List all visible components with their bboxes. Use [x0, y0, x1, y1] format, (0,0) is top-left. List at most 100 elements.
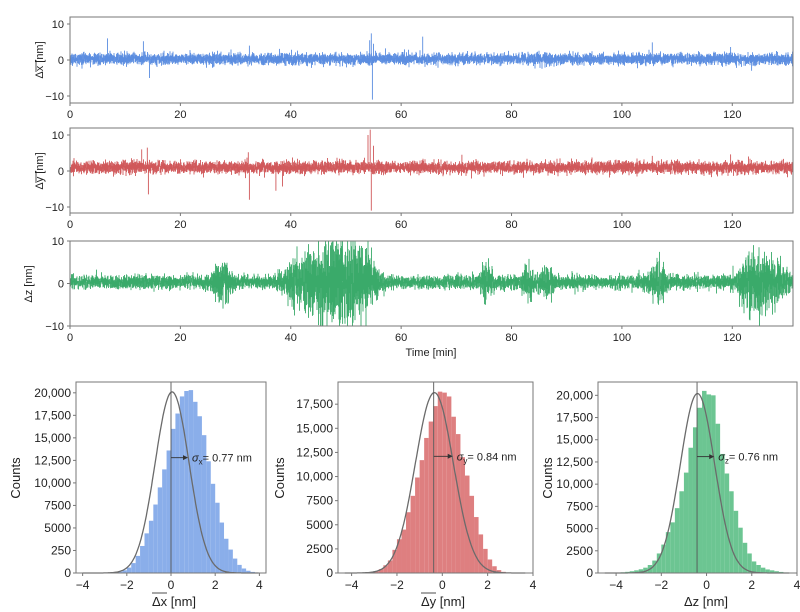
dx-trace-ytick-label: −10 [45, 91, 64, 103]
dy-hist-bar [455, 434, 461, 573]
dx-hist-bar [232, 558, 238, 573]
dy-trace-ylabel: Δy [nm] [34, 152, 46, 189]
dz-hist-ytick-label: 12,500 [556, 455, 593, 469]
dx-hist-sigma-symbol: σ [192, 453, 199, 465]
dx-trace-xtick-label: 60 [395, 109, 407, 121]
dz-trace-xlabel: Time [min] [406, 347, 457, 359]
dx-hist-bar [162, 469, 167, 573]
dy-hist-xtick-label: 0 [439, 578, 446, 592]
dz-hist-bar [706, 394, 712, 573]
dz-hist-bar [634, 570, 639, 573]
dz-hist-bar [670, 522, 675, 573]
dx-hist-bar [219, 522, 225, 573]
dx-trace-xtick-label: 120 [723, 109, 741, 121]
dy-hist-bar [419, 460, 425, 573]
dz-trace-ytick-label: 10 [52, 236, 64, 248]
dx-hist-ylabel: Counts [8, 457, 23, 499]
dx-hist-bar [237, 564, 242, 573]
dz-hist-ytick-label: 0 [586, 566, 593, 580]
dz-hist-bar [751, 561, 757, 573]
dz-hist-sigma-subscript: z [725, 457, 729, 466]
dx-hist-bar [157, 487, 163, 573]
dx-trace-xtick-label: 80 [505, 109, 517, 121]
dz-hist-panel: σz= 0.76 nm −4 −2 0 2 4 0 2500 5000 7500 10,000 12,… [540, 381, 800, 609]
dx-hist-xlabel: Δx [nm] [152, 594, 196, 609]
dy-hist-bar [433, 406, 438, 573]
dx-hist-xtick-label: 4 [256, 578, 263, 592]
dz-hist-xtick-label: −2 [654, 578, 668, 592]
dx-hist-bar [215, 502, 220, 573]
dx-hist-sigma-annotation: σx= 0.77 nm [192, 453, 252, 467]
dz-hist-bar [720, 453, 725, 573]
dz-hist-ylabel: Counts [540, 457, 555, 499]
dy-hist-ytick-label: 0 [326, 566, 333, 580]
dx-hist-xtick-label: −4 [76, 578, 90, 592]
dx-hist-bar [171, 428, 176, 573]
dx-hist-bar [246, 570, 251, 573]
dz-hist-ytick-label: 10,000 [556, 477, 593, 491]
dy-hist-fit-curve [344, 391, 526, 574]
dy-hist-bar [437, 391, 443, 573]
dz-hist-bar [643, 567, 648, 573]
dx-hist-bar [148, 520, 154, 573]
dz-hist-ytick-label: 20,000 [556, 388, 593, 402]
dy-hist-bar [442, 392, 447, 573]
dx-hist-bar [117, 571, 123, 573]
dx-trace-ylabel: Δx [nm] [34, 41, 46, 78]
dy-trace-series-line [69, 129, 793, 211]
dx-trace-xtick-label: 100 [613, 109, 631, 121]
dy-hist-sigma-symbol: σ [457, 451, 464, 463]
dy-hist-sigma-annotation: σy= 0.84 nm [457, 451, 517, 465]
dy-hist-bar [469, 495, 475, 573]
dz-hist-bar [711, 395, 716, 573]
dy-hist-bar [396, 539, 402, 573]
dx-hist-ytick-label: 20,000 [34, 386, 71, 400]
dy-hist-sigma-value: = 0.84 nm [467, 451, 516, 463]
dz-hist-bar [688, 447, 693, 573]
dy-hist-bar [487, 559, 493, 573]
dz-hist-bar [674, 508, 680, 573]
dz-hist-xtick-label: 4 [794, 578, 800, 592]
dx-hist-bar [241, 568, 247, 573]
dz-hist-ytick-label: 2500 [566, 544, 593, 558]
dx-hist-bar [179, 396, 185, 573]
dx-hist-ytick-label: 250 [51, 543, 71, 557]
dz-hist-ytick-label: 7500 [566, 499, 593, 513]
dy-trace-xtick-label: 0 [67, 219, 73, 231]
dx-hist-bar [131, 563, 136, 573]
dy-hist-bar [474, 517, 479, 573]
dy-trace-ytick-label: −10 [45, 202, 64, 214]
dx-hist-panel: σx= 0.77 nm −4 −2 0 2 4 0 250 5000 7500 10,000 12,5… [8, 381, 267, 609]
dy-hist-bar [374, 571, 379, 573]
dy-hist-panel: σy= 0.84 nm −4 −2 0 2 4 0 2500 5000 7500 10,000 12,… [272, 381, 537, 609]
dy-hist-sigma-arrowhead [447, 453, 453, 459]
dx-hist-bar [197, 416, 202, 573]
dy-hist-xtick-label: 4 [530, 578, 537, 592]
dz-hist-bar [774, 571, 779, 573]
dz-hist-frame [597, 381, 798, 574]
dz-trace-ytick-label: 0 [58, 279, 64, 291]
dz-hist-plot-area: σz= 0.76 nm −4 −2 0 2 4 0 2500 5000 7500 10,000 12,… [556, 381, 800, 592]
dx-hist-bar [175, 413, 180, 573]
dx-hist-bar [144, 533, 149, 573]
dz-hist-sigma-value: = 0.76 nm [729, 452, 778, 464]
dx-hist-ytick-label: 10,000 [34, 476, 71, 490]
dx-hist-bar [166, 450, 171, 573]
dy-hist-ytick-label: 2500 [306, 542, 333, 556]
dy-hist-xtick-label: 2 [484, 578, 491, 592]
dy-trace-xtick-label: 60 [395, 219, 407, 231]
dz-hist-bar [747, 553, 752, 573]
dx-hist-xtick-label: 0 [168, 578, 175, 592]
dx-trace-xtick-label: 0 [67, 109, 73, 121]
dy-trace-xtick-label: 80 [505, 219, 517, 231]
dz-trace-xtick-label: 40 [285, 332, 297, 344]
dy-hist-bar [446, 396, 452, 573]
dy-hist-frame [337, 381, 534, 574]
dx-trace-series-line [69, 33, 793, 100]
dy-hist-bar [483, 548, 488, 573]
dx-hist-bar [210, 483, 216, 573]
dz-trace-xtick-label: 80 [505, 332, 517, 344]
